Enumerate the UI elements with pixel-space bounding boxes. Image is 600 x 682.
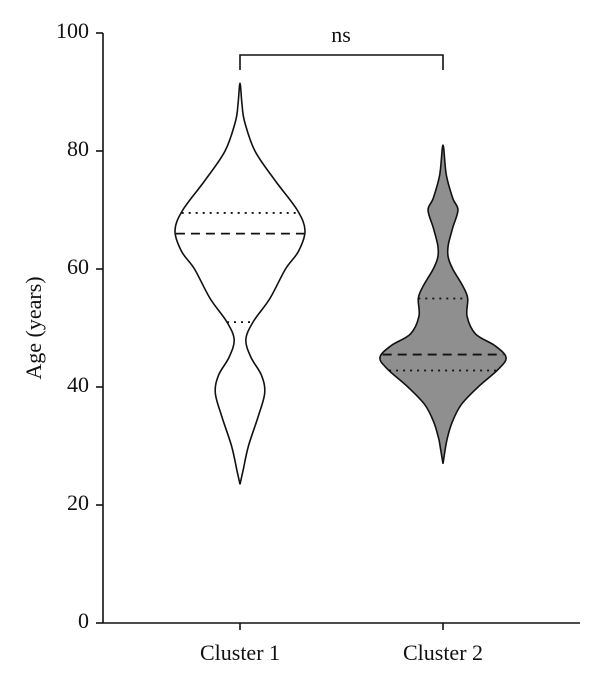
y-axis-label: Age (years) (21, 276, 46, 379)
y-tick-label: 40 (67, 372, 89, 397)
violin (174, 82, 306, 485)
y-tick-label: 100 (56, 18, 89, 43)
x-tick-label: Cluster 1 (200, 640, 280, 665)
significance-bracket (239, 54, 444, 70)
significance-label: ns (331, 22, 351, 47)
y-tick-label: 20 (67, 490, 89, 515)
violin (379, 144, 507, 464)
y-tick-label: 80 (67, 136, 89, 161)
y-tick-label: 60 (67, 254, 89, 279)
x-tick-label: Cluster 2 (403, 640, 483, 665)
y-tick-label: 0 (78, 608, 89, 633)
